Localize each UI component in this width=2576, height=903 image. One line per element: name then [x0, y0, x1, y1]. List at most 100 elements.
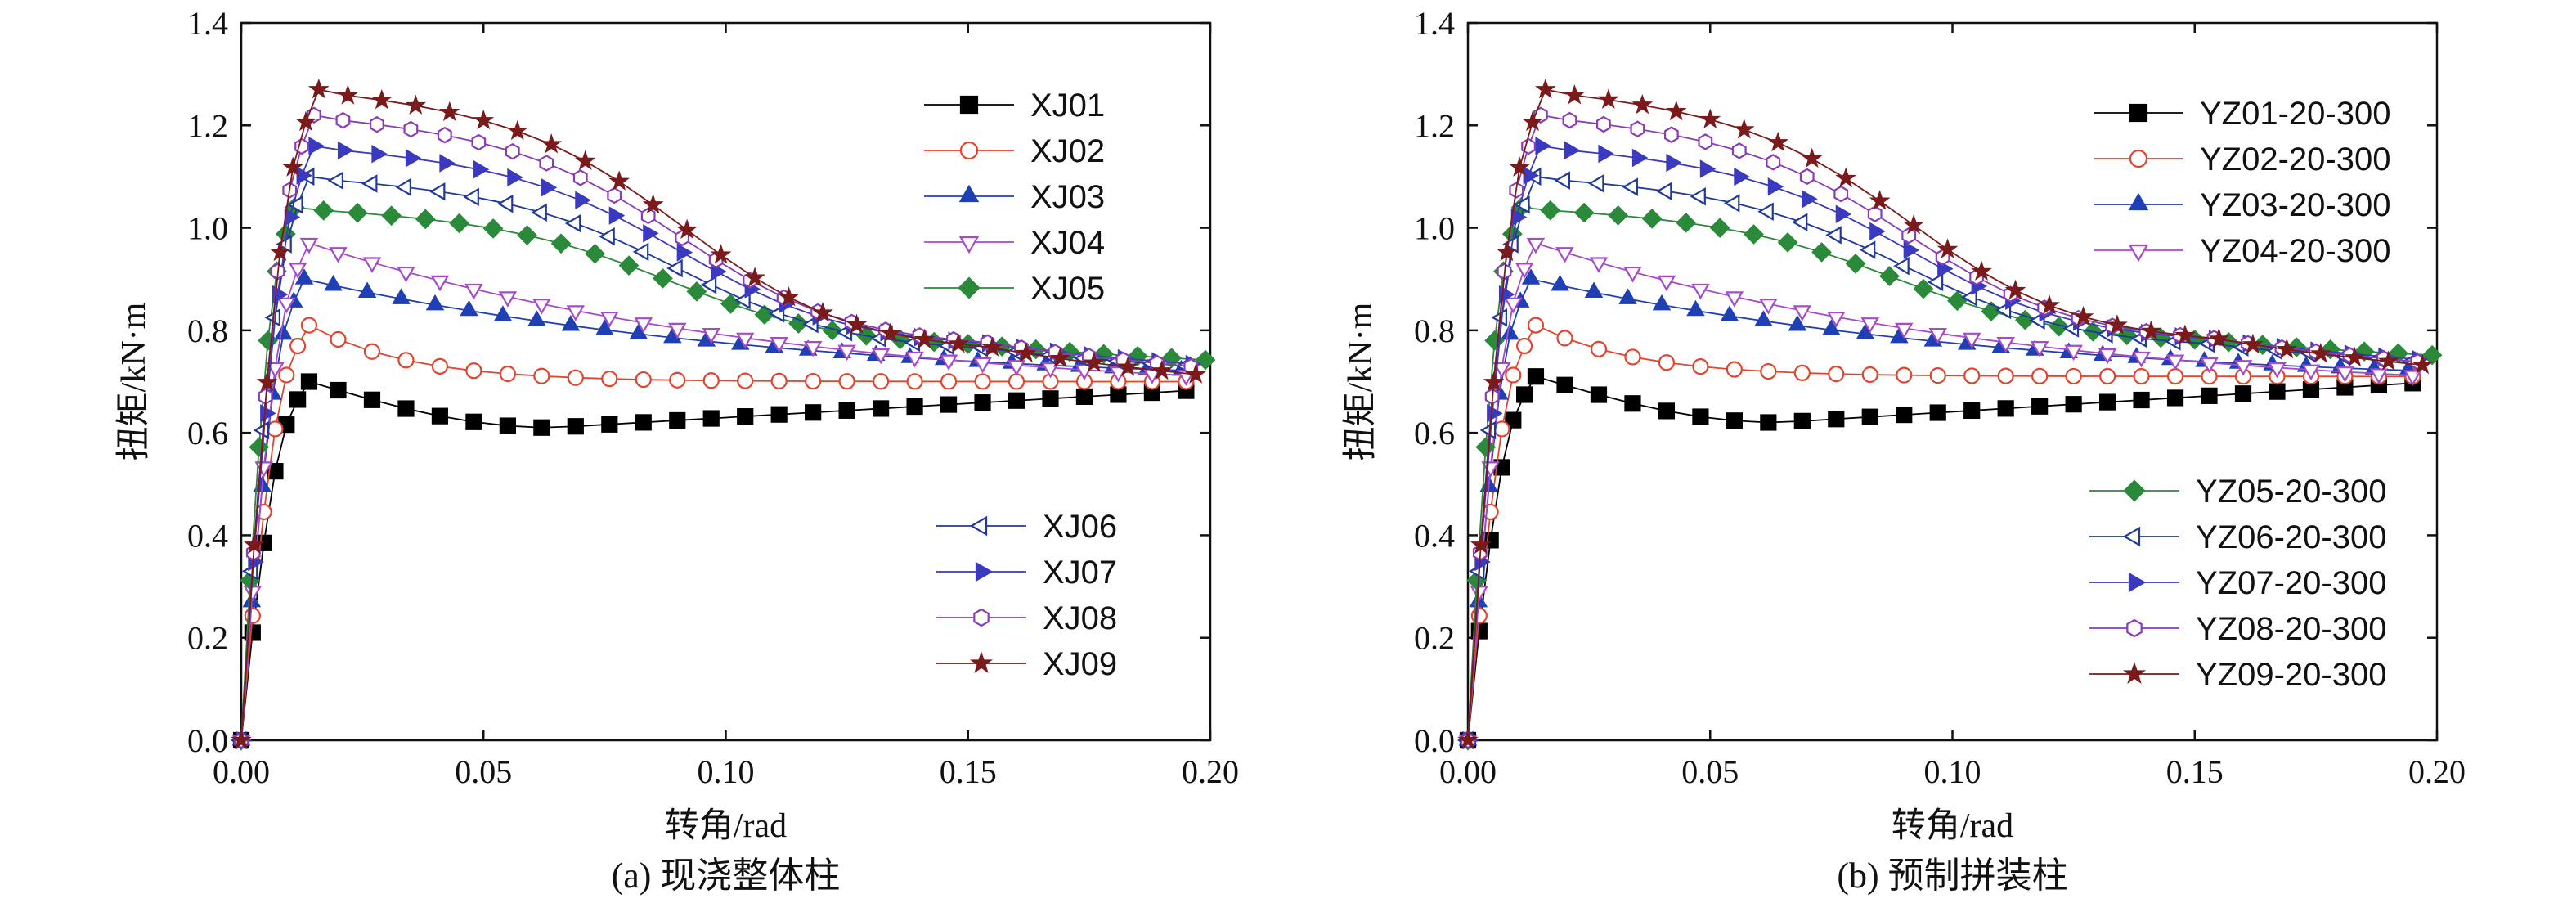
- y-tick-label: 0.6: [187, 415, 228, 452]
- y-tick-label: 1.4: [1414, 5, 1455, 42]
- data-point: [327, 171, 343, 191]
- data-point: [1734, 167, 1750, 186]
- data-point: [1896, 406, 1913, 424]
- data-point: [1996, 337, 2015, 353]
- data-point: [1927, 272, 1944, 292]
- data-point: [531, 203, 547, 222]
- data-point: [1997, 367, 2014, 384]
- data-point: [371, 144, 388, 164]
- data-point: [939, 354, 958, 371]
- data-point: [324, 274, 343, 291]
- data-point: [566, 305, 586, 321]
- data-point: [2421, 344, 2443, 366]
- data-point: [1492, 362, 1511, 379]
- data-point: [1564, 141, 1581, 160]
- data-point: [906, 398, 923, 416]
- data-point: [981, 336, 1003, 357]
- y-tick-label: 0.2: [1414, 620, 1455, 657]
- data-point: [2064, 344, 2083, 362]
- data-point: [2309, 343, 2331, 363]
- data-point: [1652, 294, 1672, 311]
- data-point: [539, 155, 554, 172]
- series-YZ01-20-300: [1459, 368, 2421, 749]
- data-point: [231, 729, 252, 749]
- data-point: [274, 323, 293, 340]
- data-point: [506, 119, 528, 141]
- y-tick-label: 1.0: [1414, 210, 1455, 247]
- data-point: [493, 305, 513, 321]
- data-point: [243, 533, 265, 555]
- data-point: [449, 213, 469, 234]
- data-point: [1556, 376, 1573, 393]
- y-tick-label: 0.0: [187, 722, 228, 759]
- data-point: [415, 209, 436, 230]
- data-point: [330, 381, 347, 399]
- data-point: [1551, 274, 1569, 291]
- data-point: [464, 283, 483, 300]
- data-point: [1655, 182, 1672, 201]
- y-tick-label: 1.2: [187, 107, 228, 144]
- data-point: [347, 202, 368, 223]
- legend-label: XJ08: [1043, 600, 1117, 636]
- data-point: [287, 195, 303, 214]
- data-point: [1835, 204, 1852, 223]
- data-point: [329, 247, 348, 263]
- data-point: [1630, 120, 1645, 137]
- data-point: [1811, 242, 1832, 263]
- data-point: [872, 373, 890, 390]
- legend-label: YZ04-20-300: [2200, 233, 2390, 269]
- legend-item: YZ06-20-300: [2089, 519, 2386, 555]
- legend-marker: [959, 141, 979, 160]
- data-point: [1501, 323, 1519, 340]
- data-point: [429, 182, 446, 201]
- legend-marker: [958, 236, 980, 254]
- series-group: [231, 78, 1216, 751]
- legend-item: YZ01-20-300: [2094, 96, 2390, 132]
- data-point: [585, 243, 605, 264]
- data-point: [1801, 147, 1823, 168]
- data-point: [974, 373, 991, 390]
- x-tick-label: 0.20: [2408, 753, 2466, 790]
- legend-marker: [973, 608, 990, 627]
- legend-marker: [975, 561, 994, 582]
- data-point: [1007, 360, 1026, 376]
- data-point: [805, 372, 822, 390]
- data-point: [1869, 190, 1891, 210]
- data-point: [1623, 266, 1642, 283]
- data-point: [465, 362, 482, 380]
- data-point: [1767, 131, 1789, 152]
- data-point: [2133, 391, 2150, 409]
- series-XJ09: [231, 78, 1207, 749]
- data-point: [2133, 367, 2150, 385]
- data-point: [1759, 299, 1778, 315]
- data-point: [2276, 338, 2298, 359]
- legend-label: XJ05: [1030, 271, 1105, 307]
- x-axis-title: 转角/rad: [1892, 807, 2013, 845]
- data-point: [635, 414, 652, 431]
- data-point: [463, 187, 479, 207]
- data-point: [805, 404, 822, 421]
- data-point: [498, 291, 518, 308]
- data-point: [1937, 259, 1954, 278]
- legend-label: XJ04: [1030, 225, 1105, 261]
- data-point: [1828, 411, 1845, 428]
- data-point: [1686, 299, 1705, 317]
- data-point: [2344, 346, 2366, 367]
- data-point: [1825, 226, 1842, 245]
- data-point: [496, 194, 514, 213]
- data-point: [2039, 294, 2060, 315]
- data-point: [1676, 213, 1696, 233]
- x-tick-label: 0.20: [1182, 753, 1239, 790]
- y-tick-label: 0.8: [187, 312, 228, 349]
- data-point: [600, 311, 619, 328]
- data-point: [1981, 301, 2002, 321]
- data-point: [1516, 386, 1533, 403]
- data-point: [335, 111, 351, 129]
- data-point: [1936, 238, 1959, 258]
- data-point: [803, 341, 823, 357]
- data-point: [686, 281, 707, 302]
- data-point: [1833, 185, 1849, 203]
- data-point: [778, 286, 800, 307]
- data-point: [720, 294, 741, 314]
- data-point: [640, 207, 656, 225]
